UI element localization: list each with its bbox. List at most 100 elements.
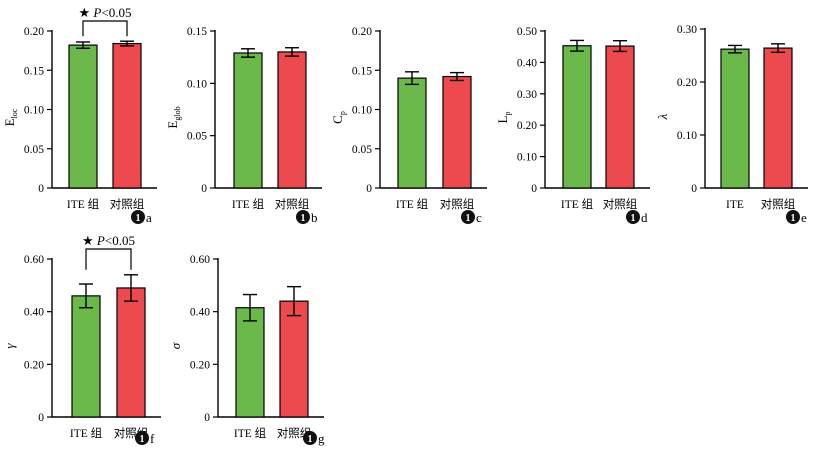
panel-tag-number: 1 [140,434,145,445]
panel-tag-letter: c [476,210,482,225]
bar-control [442,75,472,189]
y-tick-label: 0.20 [24,26,44,38]
x-tick-label: ITE 组 [67,197,100,211]
y-tick-label: 0.60 [24,254,44,266]
y-tick-label: 0 [366,183,372,195]
panel-tag-badge [135,431,149,445]
y-tick-label: 0 [531,183,537,195]
y-axis-label-sub: p [338,111,347,115]
panel-a: 0 0.05 0.10 0.15 0.20 Eloc ITE 组对照组 ★ P<0.05 1 a [2,5,157,225]
bar-ite [233,52,263,189]
y-tick-label: 0 [201,183,207,195]
y-tick-label: 0.15 [24,65,44,77]
y-axis-label-main: E [2,118,17,126]
bar-control [277,51,307,189]
y-axis-label-sub: glob [173,106,182,120]
y-tick-label: 0.20 [677,77,697,89]
bar-ite [71,295,101,418]
y-tick-label: 0 [204,412,210,424]
y-axis-label-main: C [330,115,345,124]
y-axis-label-sub: p [503,112,512,116]
y-tick-label: 0.20 [24,359,44,371]
y-tick-label: 0.30 [677,24,697,36]
panel-tag-letter: d [641,210,648,225]
panel-tag-letter: g [318,431,325,446]
bar-ite [720,48,750,189]
x-tick-label: 对照组 [761,197,796,211]
panel-tag-letter: f [150,431,155,446]
y-tick-label: 0 [38,183,44,195]
y-axis-label-main: γ [2,343,17,349]
panel-tag-badge [296,210,310,224]
significance-star: ★ [82,233,97,248]
y-axis-label: Eloc [2,108,19,126]
y-tick-label: 0.60 [190,254,210,266]
y-axis-label-main: E [165,121,180,129]
bar-control [116,287,146,418]
panel-tag-letter: e [801,210,807,225]
y-tick-label: 0.20 [352,26,372,38]
bar-control [279,300,309,418]
y-tick-label: 0.10 [187,78,207,90]
significance-p: P [92,5,101,20]
panel-g: 0 0.20 0.40 0.60 σ ITE 组对照组1 g [168,254,325,446]
significance-bracket [82,20,128,37]
panel-tag-number: 1 [308,434,313,445]
panel-tag-number: 1 [136,213,141,224]
y-axis-label-sub: loc [10,108,19,118]
y-tick-label: 0 [691,183,697,195]
bar-control [605,45,635,189]
panel-tag-badge [461,210,475,224]
y-axis-label: λ [655,113,670,120]
y-tick-label: 0.30 [517,89,537,101]
y-tick-label: 0.20 [517,120,537,132]
panel-f: 00.200.400.60γITE 组对照组★ P<0.051 f [2,233,161,446]
x-tick-label: ITE 组 [234,426,267,440]
bar-ite [562,45,592,189]
panel-c: 00.050.100.150.20CpITE 组对照组1 c [330,26,487,225]
y-axis-label-main: σ [168,342,183,349]
significance-bracket [85,248,132,270]
bar-control [112,42,142,189]
y-tick-label: 0.10 [352,105,372,117]
y-axis-label: Lp [495,112,512,124]
y-axis-label: Cp [330,111,347,124]
y-tick-label: 0.40 [517,57,537,69]
x-tick-label: ITE [726,199,744,211]
x-tick-label: 对照组 [603,197,638,211]
panel-tag-number: 1 [631,213,636,224]
y-axis-label: γ [2,343,17,349]
y-axis-label: σ [168,342,183,349]
panel-tag-badge [131,210,145,224]
y-axis-label-main: L [495,115,510,123]
y-tick-label: 0.50 [517,26,537,38]
significance-label: ★ P<0.05 [82,233,135,248]
panel-d: 00.100.200.300.400.50LpITE 组对照组1 d [495,26,650,225]
x-tick-label: 对照组 [440,197,475,211]
panel-tag-badge [786,210,800,224]
significance-threshold: <0.05 [101,5,131,20]
bar-ite [68,44,98,189]
panel-b: 00.050.100.15EglobITE 组对照组1 b [165,26,322,225]
x-tick-label: 对照组 [277,426,312,440]
y-tick-label: 0.10 [24,105,44,117]
x-tick-label: ITE 组 [70,426,103,440]
y-axis-label: Eglob [165,106,182,128]
significance-p: P [96,233,105,248]
x-tick-label: ITE 组 [561,197,594,211]
x-tick-label: ITE 组 [396,197,429,211]
significance-label: ★ P<0.05 [79,5,132,20]
y-tick-label: 0.05 [352,144,372,156]
x-tick-label: 对照组 [275,197,310,211]
y-tick-label: 0.15 [187,26,207,38]
bar-ite [235,307,265,418]
